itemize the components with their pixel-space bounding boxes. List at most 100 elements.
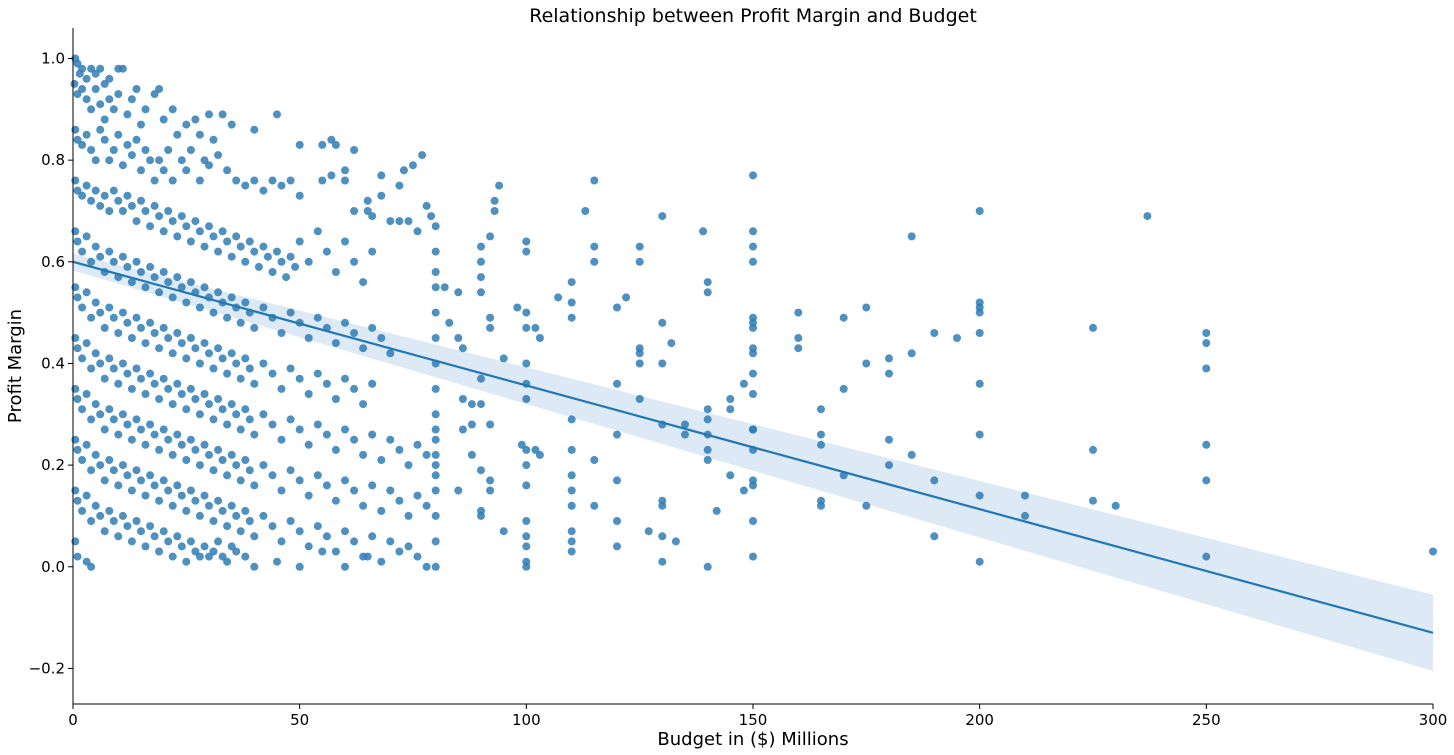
data-point <box>141 491 150 500</box>
data-point <box>100 79 109 88</box>
data-point <box>295 425 304 434</box>
data-point <box>477 257 485 266</box>
data-point <box>486 486 495 495</box>
data-point <box>295 191 304 200</box>
data-point <box>1021 511 1029 520</box>
data-point <box>431 268 440 276</box>
data-point <box>386 349 395 358</box>
data-point <box>218 506 227 515</box>
data-point <box>87 313 96 322</box>
data-point <box>241 298 250 307</box>
data-point <box>273 110 281 119</box>
data-point <box>535 334 544 342</box>
data-point <box>245 364 254 373</box>
data-point <box>177 212 186 221</box>
data-point <box>209 364 218 373</box>
data-point <box>70 79 79 88</box>
data-point <box>304 440 313 449</box>
data-point <box>554 293 563 302</box>
data-point <box>87 105 96 114</box>
data-point <box>182 506 191 515</box>
data-point <box>567 547 576 556</box>
data-point <box>295 237 304 246</box>
data-point <box>259 461 268 470</box>
data-point <box>87 196 96 205</box>
data-point <box>132 517 141 525</box>
data-point <box>975 308 984 317</box>
data-point <box>431 384 440 393</box>
y-tick-label: 0.6 <box>41 253 65 271</box>
data-point <box>749 369 757 378</box>
data-point <box>1021 491 1029 500</box>
data-point <box>164 278 173 287</box>
data-point <box>739 486 748 495</box>
data-point <box>907 232 916 241</box>
data-point <box>150 176 159 185</box>
data-point <box>567 445 576 454</box>
data-point <box>223 522 232 531</box>
data-point <box>245 237 254 246</box>
data-point <box>1089 445 1097 454</box>
data-point <box>168 105 177 114</box>
data-point <box>295 562 304 571</box>
data-point <box>96 201 105 210</box>
data-point <box>82 339 91 348</box>
data-point <box>440 283 449 292</box>
data-point <box>250 481 259 490</box>
data-point <box>214 288 223 297</box>
data-point <box>100 115 109 124</box>
data-point <box>490 207 499 215</box>
data-point <box>567 471 576 480</box>
data-point <box>726 471 735 480</box>
data-point <box>839 384 848 393</box>
data-point <box>73 395 82 403</box>
data-point <box>159 323 168 332</box>
y-tick-label: 1.0 <box>41 49 65 67</box>
data-point <box>82 288 91 297</box>
regression-line-layer <box>72 260 1434 634</box>
data-point <box>454 288 463 297</box>
data-point <box>341 176 349 185</box>
data-point <box>159 476 168 485</box>
data-point <box>168 349 177 358</box>
data-point <box>613 542 621 551</box>
data-point <box>749 390 757 398</box>
data-point <box>114 430 123 439</box>
x-tick-label: 0 <box>68 711 78 729</box>
data-point <box>590 242 599 251</box>
data-point <box>350 329 359 337</box>
data-point <box>409 161 417 170</box>
y-ticks: −0.2 0.0 0.2 0.4 0.6 0.8 1.0 <box>29 49 73 677</box>
data-point <box>277 435 286 444</box>
data-point <box>227 349 236 358</box>
data-point <box>327 171 336 180</box>
data-point <box>277 384 286 393</box>
data-point <box>522 481 531 490</box>
data-point <box>259 186 268 195</box>
data-point <box>286 517 295 525</box>
data-point <box>313 522 322 531</box>
data-point <box>173 329 182 337</box>
data-point <box>205 222 213 231</box>
data-point <box>486 232 495 241</box>
data-point <box>164 146 173 154</box>
data-point <box>395 217 404 226</box>
data-point <box>173 532 182 541</box>
data-point <box>749 552 757 561</box>
data-point <box>590 257 599 266</box>
data-point <box>186 334 195 342</box>
data-point <box>313 471 322 480</box>
data-point <box>73 135 82 144</box>
data-point <box>386 486 395 495</box>
data-point <box>214 247 223 256</box>
data-point <box>78 354 87 363</box>
data-point <box>749 257 757 266</box>
data-point <box>195 176 204 185</box>
data-point <box>82 232 91 241</box>
data-point <box>218 354 227 363</box>
data-point <box>96 511 105 520</box>
data-point <box>209 517 218 525</box>
data-point <box>232 359 241 368</box>
data-point <box>155 547 164 556</box>
data-point <box>137 374 145 383</box>
